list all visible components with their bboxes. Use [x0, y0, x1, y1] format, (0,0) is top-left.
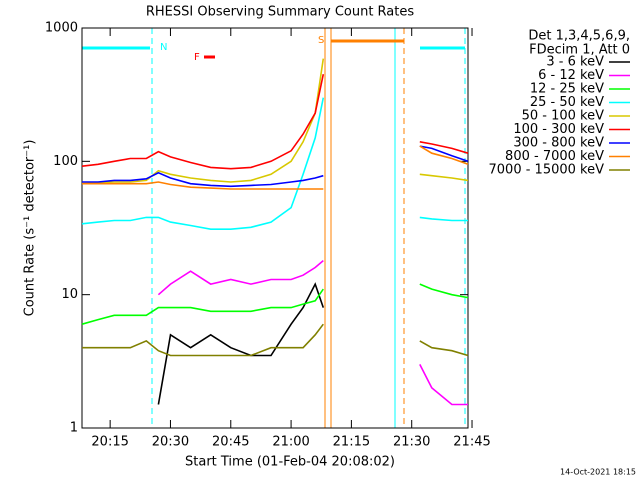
series-line [419, 145, 469, 166]
series-line [419, 216, 468, 222]
annotation: F [194, 52, 200, 63]
annotation: S [318, 35, 324, 46]
legend-title: FDecim 1, Att 0 [529, 43, 630, 58]
y-tick-label: 1 [70, 421, 78, 436]
series-line [157, 259, 324, 296]
x-tick-label: 21:15 [333, 435, 370, 450]
plot-frame [81, 27, 469, 429]
series-line [419, 145, 469, 163]
series-line [419, 141, 469, 154]
series-line [81, 288, 324, 325]
footer: 14-Oct-2021 18:15 [560, 468, 636, 477]
series-line [81, 97, 325, 230]
series-line [82, 171, 324, 188]
legend-label: 12 - 25 keV [530, 82, 604, 97]
annotation: N [160, 42, 167, 53]
legend-label: 800 - 7000 keV [505, 149, 604, 164]
series-line [81, 58, 325, 185]
x-tick-label: 20:30 [152, 435, 189, 450]
x-tick-label: 21:45 [453, 435, 490, 450]
series-line [419, 173, 469, 182]
y-tick-label: 10 [61, 287, 78, 302]
legend-label: 25 - 50 keV [530, 95, 604, 110]
y-axis-label: Count Rate (s⁻¹ detector⁻¹) [23, 140, 38, 317]
legend-label: 6 - 12 keV [538, 68, 604, 83]
series-line [419, 283, 469, 299]
x-tick-label: 20:15 [91, 435, 128, 450]
x-axis-label: Start Time (01-Feb-04 20:08:02) [185, 455, 395, 470]
x-tick-label: 21:30 [393, 435, 430, 450]
chart-title: RHESSI Observing Summary Count Rates [146, 5, 415, 20]
y-tick-label: 100 [53, 154, 78, 169]
series-line [82, 323, 324, 357]
legend-label: 300 - 800 keV [513, 136, 604, 151]
x-tick-label: 20:45 [212, 435, 249, 450]
series-line [419, 364, 468, 406]
legend-label: 50 - 100 keV [522, 109, 605, 124]
x-tick-label: 21:00 [272, 435, 309, 450]
legend-label: 7000 - 15000 keV [489, 163, 605, 178]
series-line [419, 340, 469, 357]
legend-label: 3 - 6 keV [546, 55, 604, 70]
legend-title: Det 1,3,4,5,6,9, [528, 29, 630, 44]
legend-label: 100 - 300 keV [513, 122, 604, 137]
y-tick-label: 1000 [45, 21, 78, 36]
series-line [81, 74, 325, 170]
series-line [82, 181, 324, 190]
